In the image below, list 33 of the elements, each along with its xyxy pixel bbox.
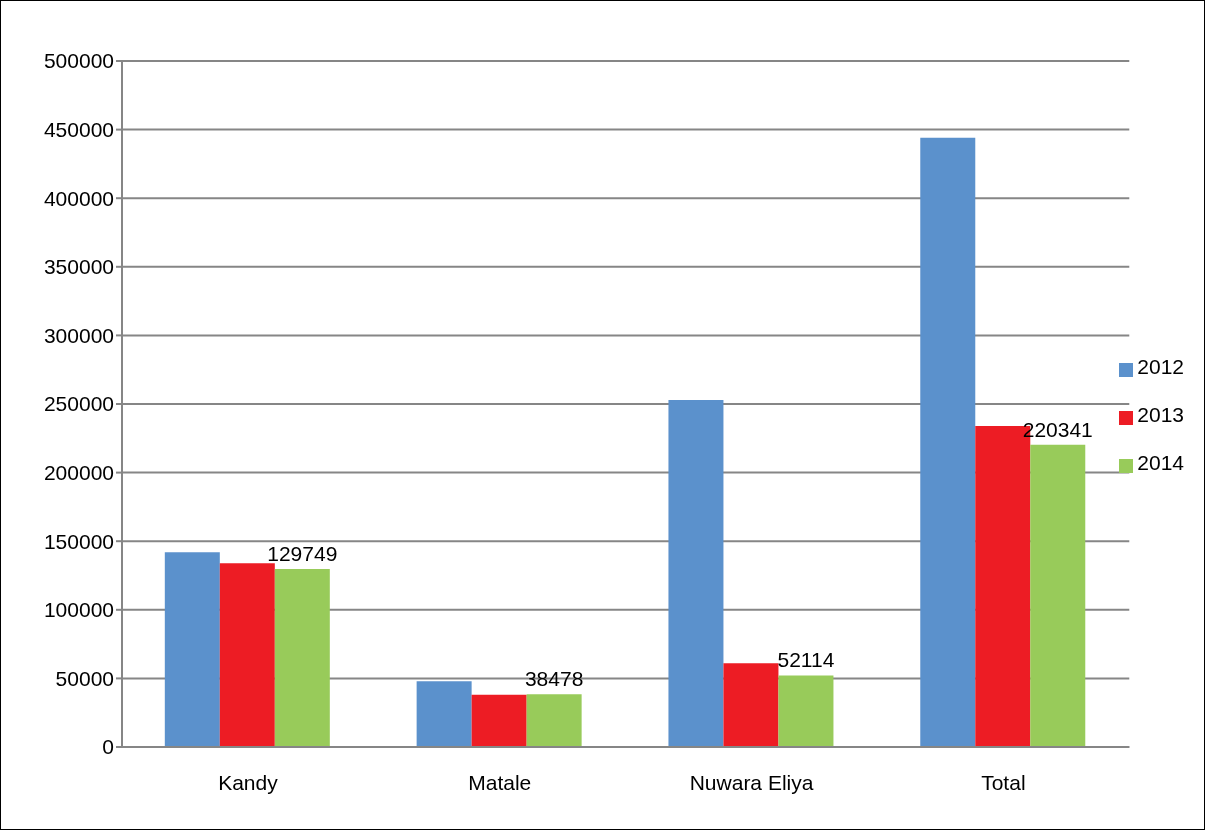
bar — [668, 399, 724, 747]
bar — [164, 552, 220, 747]
x-tick-label: Total — [981, 770, 1026, 794]
y-tick-label: 450000 — [43, 118, 114, 142]
y-tick-label: 500000 — [43, 49, 114, 73]
y-tick-label: 0 — [102, 735, 114, 759]
y-tick-label: 150000 — [43, 529, 114, 553]
bar — [471, 694, 527, 747]
y-tick-label: 200000 — [43, 461, 114, 485]
data-label: 38478 — [524, 667, 584, 691]
data-label: 220341 — [1022, 417, 1093, 441]
y-tick-label: 250000 — [43, 392, 114, 416]
bar — [778, 675, 834, 747]
x-tick-label: Kandy — [218, 770, 279, 794]
bar — [1030, 444, 1086, 747]
bar — [526, 694, 582, 747]
legend-label: 2013 — [1137, 403, 1184, 426]
x-tick-label: Nuwara Eliya — [689, 770, 814, 794]
legend-label: 2012 — [1137, 355, 1184, 378]
legend-label: 2014 — [1137, 451, 1184, 474]
bar — [416, 681, 472, 747]
y-tick-label: 100000 — [43, 598, 114, 622]
data-label: 129749 — [267, 541, 338, 565]
y-tick-label: 50000 — [55, 666, 114, 690]
y-tick-label: 300000 — [43, 323, 114, 347]
bar — [219, 563, 275, 747]
y-tick-label: 400000 — [43, 186, 114, 210]
bar — [920, 137, 976, 747]
data-label: 52114 — [777, 648, 835, 672]
x-tick-label: Matale — [468, 770, 532, 794]
bar — [723, 663, 779, 747]
y-tick-label: 350000 — [43, 255, 114, 279]
bar — [274, 568, 330, 747]
